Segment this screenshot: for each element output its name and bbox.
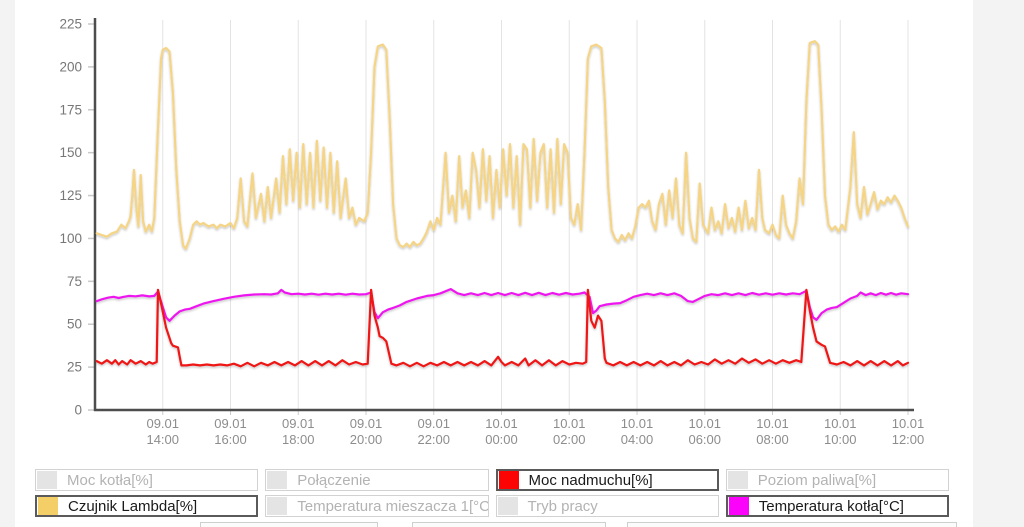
legend-button-moc-nadmuchu[interactable]: Moc nadmuchu[%]	[495, 469, 719, 491]
x-tick-time: 10:00	[824, 432, 857, 447]
legend-button-tryb-pracy[interactable]: Tryb pracy	[495, 495, 719, 517]
x-tick-date: 09.01	[350, 416, 383, 431]
y-tick-label: 75	[67, 274, 82, 289]
series-line-temperatura-kot-a-c	[95, 288, 910, 322]
x-tick-time: 14:00	[146, 432, 179, 447]
x-tick-date: 09.01	[214, 416, 247, 431]
legend-button-poziom-paliwa[interactable]: Poziom paliwa[%]	[725, 469, 949, 491]
legend-swatch	[267, 471, 288, 489]
y-tick-label: 200	[59, 59, 82, 74]
legend-button-label: Poziom paliwa[%]	[757, 471, 877, 489]
legend-button-label: Połączenie	[297, 471, 371, 489]
y-tick-label: 225	[59, 17, 82, 32]
legend-swatch	[37, 471, 57, 489]
chart-series	[95, 40, 910, 368]
x-tick-time: 02:00	[553, 432, 586, 447]
x-tick-time: 12:00	[892, 432, 925, 447]
legend-button-partial[interactable]	[200, 522, 378, 527]
x-tick-time: 06:00	[688, 432, 721, 447]
legend-swatch	[727, 471, 748, 489]
page-right-margin	[973, 0, 1024, 527]
x-tick-date: 10.01	[892, 416, 925, 431]
x-tick-date: 09.01	[146, 416, 179, 431]
legend-button-czujnik-lambda[interactable]: Czujnik Lambda[%]	[35, 495, 259, 517]
legend-button-po-czenie[interactable]: Połączenie	[265, 469, 489, 491]
x-tick-time: 18:00	[282, 432, 315, 447]
x-tick-date: 09.01	[282, 416, 315, 431]
y-tick-label: 0	[74, 403, 82, 418]
y-tick-label: 125	[59, 188, 82, 203]
legend-button-moc-kot-a[interactable]: Moc kotła[%]	[35, 469, 259, 491]
y-tick-label: 100	[59, 231, 82, 246]
legend-swatch	[38, 497, 58, 515]
legend-swatch	[498, 471, 519, 489]
y-tick-label: 50	[67, 317, 82, 332]
x-tick-time: 04:00	[621, 432, 654, 447]
x-tick-date: 10.01	[688, 416, 721, 431]
legend-swatch	[267, 497, 288, 515]
y-tick-label: 150	[59, 145, 82, 160]
legend-swatch	[497, 497, 518, 515]
x-tick-time: 08:00	[756, 432, 789, 447]
x-tick-date: 10.01	[553, 416, 586, 431]
legend-button-label: Moc nadmuchu[%]	[528, 471, 653, 489]
series-line-moc-nadmuchu	[95, 288, 910, 368]
legend-button-partial[interactable]	[412, 522, 606, 527]
chart-gridlines	[162, 20, 909, 410]
chart-tick-labels: 09.0114:0009.0116:0009.0118:0009.0120:00…	[59, 17, 924, 448]
series-line-czujnik-lambda	[95, 40, 910, 250]
x-tick-time: 22:00	[417, 432, 450, 447]
chart-axes	[88, 18, 914, 415]
legend-button-label: Temperatura mieszacza 1[°C]	[297, 497, 489, 515]
x-tick-time: 16:00	[214, 432, 247, 447]
legend-button-temperatura-mieszacza-1-c[interactable]: Temperatura mieszacza 1[°C]	[265, 495, 489, 517]
legend-button-label: Temperatura kotła[°C]	[758, 497, 904, 515]
legend-button-label: Moc kotła[%]	[67, 471, 153, 489]
x-tick-time: 00:00	[485, 432, 518, 447]
x-tick-date: 10.01	[485, 416, 518, 431]
page-left-margin	[0, 0, 15, 527]
legend-button-label: Tryb pracy	[527, 497, 598, 515]
x-tick-date: 10.01	[756, 416, 789, 431]
legend-button-grid: Moc kotła[%] Połączenie Moc nadmuchu[%] Poz…	[35, 469, 949, 517]
y-tick-label: 25	[67, 360, 82, 375]
x-tick-date: 09.01	[417, 416, 450, 431]
y-tick-label: 175	[59, 102, 82, 117]
x-tick-time: 20:00	[350, 432, 383, 447]
legend-button-label: Czujnik Lambda[%]	[68, 497, 198, 515]
legend-button-temperatura-kot-a-c[interactable]: Temperatura kotła[°C]	[725, 495, 949, 517]
legend-swatch	[728, 497, 749, 515]
x-tick-date: 10.01	[824, 416, 857, 431]
legend-button-partial[interactable]	[627, 522, 957, 527]
x-tick-date: 10.01	[621, 416, 654, 431]
